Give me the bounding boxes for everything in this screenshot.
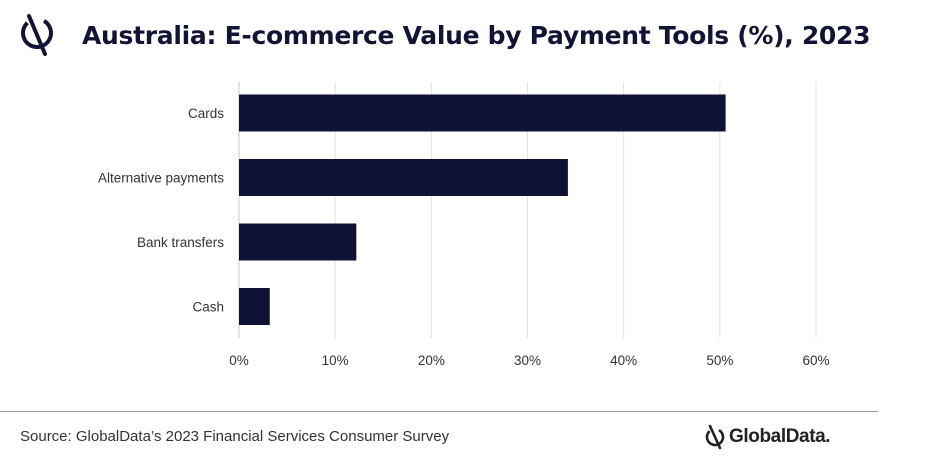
x-tick-label: 40%	[610, 353, 637, 368]
bar	[239, 94, 726, 132]
x-tick-label: 10%	[322, 353, 349, 368]
category-label: Cards	[188, 106, 224, 121]
x-tick-label: 60%	[802, 353, 829, 368]
globaldata-brand-icon	[705, 424, 725, 450]
x-tick-label: 30%	[514, 353, 541, 368]
globaldata-logo-icon	[21, 14, 53, 56]
bar	[239, 288, 270, 325]
bar	[239, 223, 357, 261]
brand-logo: GlobalData.	[704, 424, 831, 450]
brand-name: GlobalData.	[729, 426, 831, 447]
chart-title: Australia: E-commerce Value by Payment T…	[82, 20, 871, 50]
bar	[239, 159, 568, 196]
category-label: Alternative payments	[98, 171, 224, 186]
category-label: Bank transfers	[137, 235, 224, 250]
x-tick-label: 20%	[418, 353, 445, 368]
source-note: Source: GlobalData’s 2023 Financial Serv…	[20, 428, 450, 445]
x-tick-label: 0%	[229, 353, 249, 368]
bar-chart: 0% 10% 20% 30% 40% 50% 60% Cards Alternative pay…	[98, 82, 830, 368]
footer-divider	[0, 411, 878, 412]
category-label: Cash	[192, 300, 224, 315]
chart-header: Australia: E-commerce Value by Payment T…	[18, 10, 871, 60]
x-tick-label: 50%	[706, 353, 733, 368]
